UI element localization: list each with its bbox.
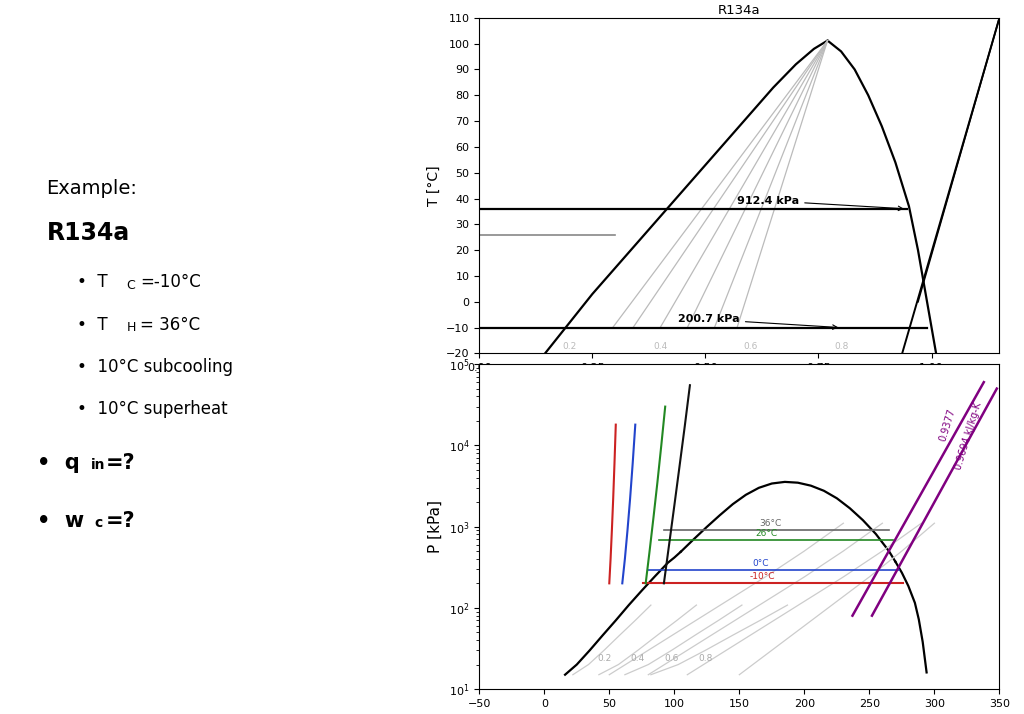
Text: =-10°C: =-10°C: [139, 273, 201, 291]
Text: 0.6: 0.6: [665, 654, 679, 663]
X-axis label: s [kJ/kg-K]: s [kJ/kg-K]: [699, 378, 779, 393]
Text: R134a: R134a: [47, 221, 130, 246]
Text: = 36°C: = 36°C: [139, 316, 200, 333]
Text: •  T: • T: [77, 316, 108, 333]
Text: C: C: [127, 279, 135, 292]
Text: 0.4: 0.4: [653, 342, 668, 351]
Text: -10°C: -10°C: [750, 572, 775, 581]
Text: 0°C: 0°C: [753, 559, 769, 568]
Text: 0.6: 0.6: [743, 342, 758, 351]
Text: H: H: [127, 321, 136, 334]
Y-axis label: T [°C]: T [°C]: [426, 166, 440, 206]
Text: 0.9377: 0.9377: [938, 407, 957, 442]
Text: c: c: [94, 516, 102, 530]
Text: 0.9694 kJ/kg-K: 0.9694 kJ/kg-K: [953, 401, 983, 471]
Y-axis label: P [kPa]: P [kPa]: [428, 500, 443, 553]
Text: Example:: Example:: [47, 178, 137, 198]
Text: =?: =?: [106, 511, 136, 531]
Text: in: in: [91, 458, 105, 473]
Text: 0.2: 0.2: [597, 654, 611, 663]
Text: •  T: • T: [77, 273, 108, 291]
Title: R134a: R134a: [718, 4, 761, 16]
Text: •  w: • w: [37, 511, 84, 531]
Text: •  q: • q: [37, 453, 80, 473]
Text: 200.7 kPa: 200.7 kPa: [678, 314, 837, 329]
Text: 26°C: 26°C: [755, 529, 777, 538]
Text: •  10°C subcooling: • 10°C subcooling: [77, 358, 232, 376]
Text: =?: =?: [105, 453, 135, 473]
Text: 0.8: 0.8: [698, 654, 713, 663]
Text: •  10°C superheat: • 10°C superheat: [77, 400, 227, 418]
Text: 0.4: 0.4: [631, 654, 645, 663]
Text: 36°C: 36°C: [759, 519, 781, 528]
Text: 0.8: 0.8: [834, 342, 848, 351]
Text: 912.4 kPa: 912.4 kPa: [737, 196, 903, 211]
Text: 0.2: 0.2: [562, 342, 577, 351]
